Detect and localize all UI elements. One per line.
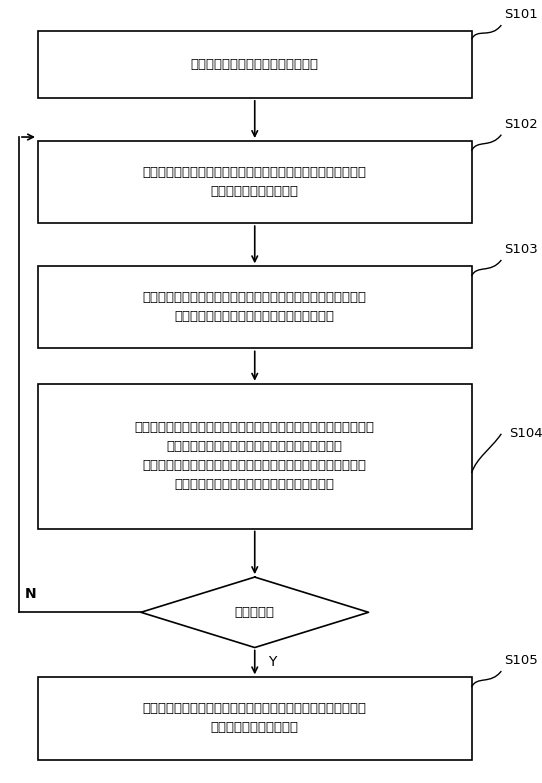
Text: Y: Y <box>268 655 276 669</box>
Text: S104: S104 <box>509 428 542 440</box>
Text: 给定初始参考轨迹，包括位置和姿态: 给定初始参考轨迹，包括位置和姿态 <box>191 58 319 71</box>
Bar <box>38 31 472 98</box>
Text: S105: S105 <box>504 654 538 667</box>
Polygon shape <box>141 577 369 648</box>
Bar <box>38 677 472 760</box>
Text: 按照迭代结束后得到的参考轨迹，包括位置和姿态，控制机器人
运动，用于工件正式加工: 按照迭代结束后得到的参考轨迹，包括位置和姿态，控制机器人 运动，用于工件正式加工 <box>143 702 367 734</box>
Bar <box>38 141 472 223</box>
Bar <box>38 384 472 529</box>
Text: 根据实际接触力与期望接触力之间的误差，迭代计算和更新当前
参考轨迹的位置，作为下一次运动的参考轨迹: 根据实际接触力与期望接触力之间的误差，迭代计算和更新当前 参考轨迹的位置，作为下… <box>143 291 367 323</box>
Text: 对更新后的参考轨迹进行插值和差分，得出各控制周期的速度矢量；
将各控制周期的实际接触力矢量转换到基坐标系；
在基坐标系计算实际接触力矢量在垂直于对应周期的速度矢: 对更新后的参考轨迹进行插值和差分，得出各控制周期的速度矢量； 将各控制周期的实际… <box>135 421 375 491</box>
Text: N: N <box>24 586 36 601</box>
Bar <box>38 266 472 348</box>
Text: S101: S101 <box>504 8 538 21</box>
Text: 控制机器人沿所述参考轨迹运动，保证在运动过程中机器人末端
工具与工件始终保持接触: 控制机器人沿所述参考轨迹运动，保证在运动过程中机器人末端 工具与工件始终保持接触 <box>143 166 367 198</box>
Text: S102: S102 <box>504 117 538 131</box>
Text: 迭代结束吗: 迭代结束吗 <box>235 606 275 619</box>
Text: S103: S103 <box>504 243 538 256</box>
